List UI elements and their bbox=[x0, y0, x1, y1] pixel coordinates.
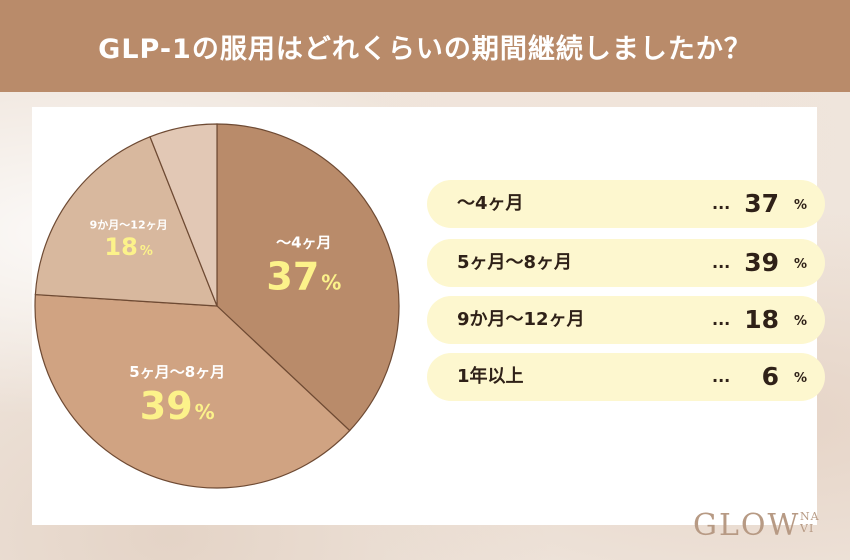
pie-slice-4 bbox=[149, 123, 218, 307]
glow-logo: GLOW bbox=[693, 508, 801, 543]
legend-item: 9か月〜12ヶ月... 18% bbox=[427, 296, 825, 344]
legend-label: 5ヶ月〜8ヶ月 bbox=[457, 252, 573, 273]
pie-label-value-2: 39% bbox=[140, 384, 215, 428]
legend-unit: % bbox=[793, 257, 807, 272]
legend-item: 〜4ヶ月... 37% bbox=[427, 180, 825, 228]
legend-label: 1年以上 bbox=[457, 366, 524, 387]
legend-item: 1年以上... 6% bbox=[427, 353, 825, 401]
legend-unit: % bbox=[793, 314, 807, 329]
pie-label-category-3: 9か月〜12ヶ月 bbox=[90, 219, 168, 232]
glow-logo-sub: NA VI bbox=[800, 511, 820, 535]
legend-value: 18 bbox=[744, 305, 779, 334]
legend-label: 9か月〜12ヶ月 bbox=[457, 309, 585, 330]
legend-dots: ... bbox=[712, 194, 731, 213]
legend-value: 6 bbox=[761, 362, 779, 391]
legend-dots: ... bbox=[712, 253, 731, 272]
legend-value: 37 bbox=[744, 189, 779, 218]
pie-slice-3 bbox=[34, 136, 218, 307]
legend-item: 5ヶ月〜8ヶ月... 39% bbox=[427, 239, 825, 287]
pie-label-value-1: 37% bbox=[266, 254, 341, 298]
pie-slice-2 bbox=[34, 293, 351, 489]
pie-label-category-1: 〜4ヶ月 bbox=[276, 234, 331, 252]
pie-slice-1 bbox=[216, 123, 400, 432]
glow-logo-sub-top: NA bbox=[800, 510, 820, 523]
pie-label-category-2: 5ヶ月〜8ヶ月 bbox=[129, 363, 225, 381]
legend-dots: ... bbox=[712, 367, 731, 386]
legend-dots: ... bbox=[712, 310, 731, 329]
header-banner: GLP-1の服用はどれくらいの期間継続しましたか？ bbox=[0, 0, 850, 92]
legend-value: 39 bbox=[744, 248, 779, 277]
legend-label: 〜4ヶ月 bbox=[457, 193, 524, 214]
glow-logo-sub-bottom: VI bbox=[800, 522, 815, 535]
legend-unit: % bbox=[793, 371, 807, 386]
chart-card: 〜4ヶ月 37% 5ヶ月〜8ヶ月 39% 9か月〜12ヶ月 18% 〜4ヶ月... 37% 5… bbox=[32, 107, 825, 525]
legend-unit: % bbox=[793, 198, 807, 213]
pie-label-value-3: 18% bbox=[104, 233, 152, 261]
page-title: GLP-1の服用はどれくらいの期間継続しましたか？ bbox=[98, 33, 752, 65]
